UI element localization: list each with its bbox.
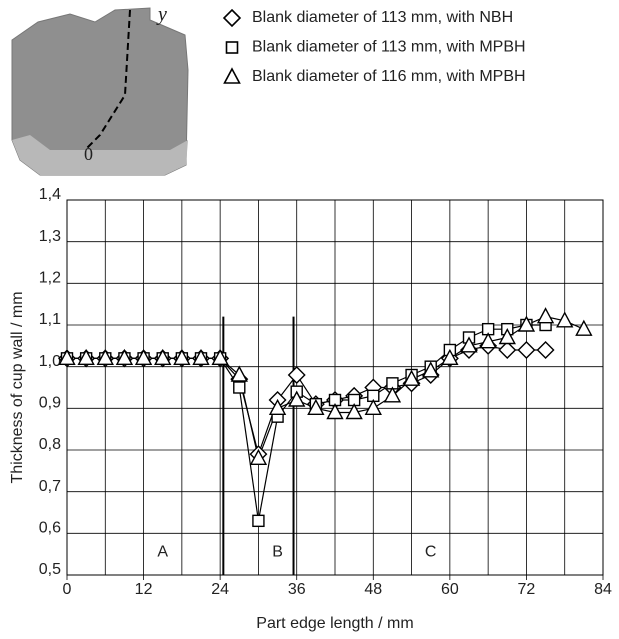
inset-axis-label: y [156,4,167,26]
series-line [67,316,585,461]
x-axis-label: Part edge length / mm [256,615,413,632]
y-tick-label: 0,9 [39,395,61,412]
data-point [268,398,287,416]
inset-origin-label: 0 [84,144,93,164]
legend-marker [225,41,239,54]
inset-illustration: y 0 [11,4,189,176]
data-point [536,341,555,359]
y-tick-label: 1,0 [39,353,61,370]
data-point [498,341,517,359]
data-point [192,348,210,366]
data-point [498,328,516,345]
data-point [115,348,134,366]
data-point [252,514,265,528]
x-tick-label: 60 [441,581,459,598]
data-point [154,348,172,366]
legend-label: Blank diameter of 116 mm, with MPBH [252,68,526,85]
legend-marker [222,8,242,28]
data-point [364,398,382,416]
data-point [287,366,306,384]
data-point [402,369,421,386]
y-tick-label: 0,7 [39,478,61,495]
data-point [96,348,114,366]
x-tick-label: 84 [594,581,612,598]
data-point [173,348,191,366]
data-point [233,381,246,394]
y-axis-label: Thickness of cup wall / mm [9,291,26,483]
data-point [517,341,536,359]
cup-wall [11,7,189,176]
y-tick-label: 1,1 [39,311,61,328]
data-point [536,307,555,324]
section-label: C [425,543,437,560]
data-point [345,403,363,420]
data-point [211,348,229,366]
x-tick-label: 36 [288,581,306,598]
data-point [556,311,574,328]
data-point [249,448,268,466]
data-point [422,361,440,378]
data-point [230,365,248,382]
data-point [58,348,76,366]
x-tick-label: 72 [518,581,536,598]
data-point [77,348,95,366]
data-point [441,348,459,366]
data-point [460,336,478,353]
legend-marker [223,67,241,84]
legend-label: Blank diameter of 113 mm, with NBH [252,9,513,26]
legend-label: Blank diameter of 113 mm, with MPBH [252,39,526,56]
data-point [288,390,306,407]
section-label: A [157,543,168,560]
data-point [307,398,325,416]
y-tick-label: 0,8 [39,436,61,453]
data-point [517,315,536,332]
y-tick-label: 0,5 [39,561,61,578]
data-point [479,332,497,349]
x-tick-label: 48 [364,581,382,598]
y-tick-label: 1,3 [39,228,61,245]
data-point [383,386,402,403]
data-point [575,319,593,336]
data-point [326,403,344,420]
x-tick-label: 24 [211,581,229,598]
section-label: B [272,543,283,560]
cup-bottom-edge [12,135,188,175]
y-tick-label: 1,4 [39,186,61,203]
y-tick-label: 1,2 [39,270,61,287]
data-point [134,348,153,366]
y-tick-label: 0,6 [39,520,61,537]
x-tick-label: 12 [135,581,153,598]
x-tick-label: 0 [63,581,72,598]
